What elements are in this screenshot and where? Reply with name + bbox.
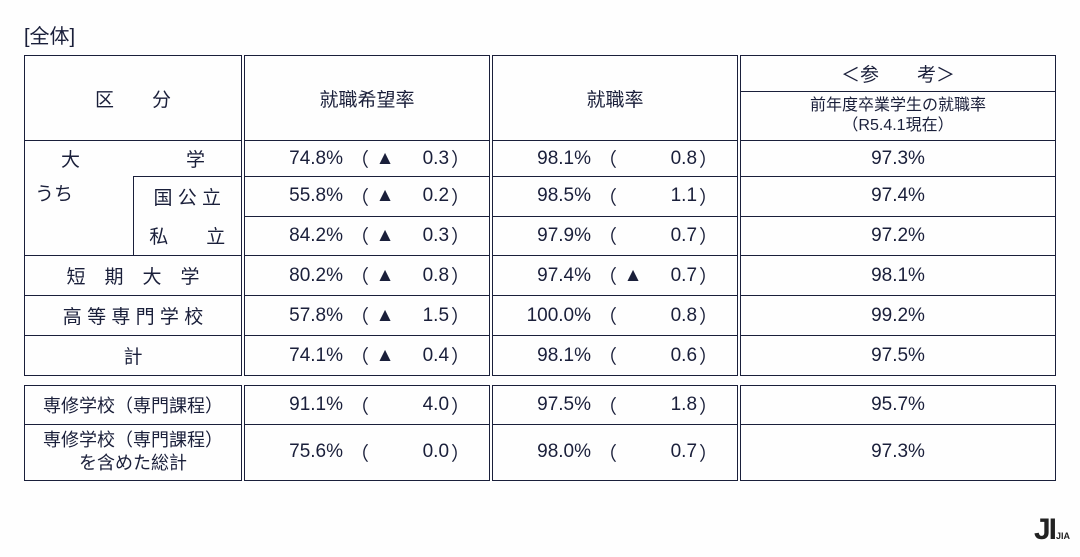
row-label-kousen: 高 等 専 門 学 校	[25, 296, 241, 335]
row-side-uchi: うち	[25, 177, 83, 212]
cell-r2-col2: 98.5%（1.1）	[493, 179, 737, 214]
row-label-kei: 計	[25, 336, 241, 375]
table-gap-row	[25, 376, 1056, 386]
cell-r1-col2: 98.1%（0.8）	[493, 141, 737, 176]
cell-r7-col1: 91.1%（4.0）	[245, 388, 489, 423]
row-label-soukei: 専修学校（専門課程）を含めた総計	[25, 425, 241, 480]
cell-r3-col2: 97.9%（0.7）	[493, 218, 737, 253]
cell-r4-col1: 80.2%（▲0.8）	[245, 258, 489, 293]
hdr-ref-sub: 前年度卒業学生の就職率 （R5.4.1現在）	[741, 92, 1055, 140]
watermark-logo: JIJIA	[1034, 513, 1070, 547]
cell-r7-ref: 95.7%	[741, 390, 1055, 420]
row-label-senshu: 専修学校（専門課程）	[25, 386, 241, 424]
cell-r5-col1: 57.8%（▲1.5）	[245, 298, 489, 333]
cell-r6-ref: 97.5%	[741, 341, 1055, 371]
hdr-col2: 就職率	[493, 79, 737, 118]
cell-r6-col1: 74.1%（▲0.4）	[245, 338, 489, 373]
cell-r5-col2: 100.0%（0.8）	[493, 298, 737, 333]
cell-r3-col1: 84.2%（▲0.3）	[245, 218, 489, 253]
cell-r8-col1: 75.6%（0.0）	[245, 435, 489, 470]
hdr-col1: 就職希望率	[245, 79, 489, 118]
employment-rate-table: 区 分 就職希望率 就職率 ＜参 考＞ 前年度卒業学生の就職率 （R5.4.1現…	[24, 55, 1056, 481]
cell-r8-ref: 97.3%	[741, 437, 1055, 467]
cell-r6-col2: 98.1%（0.6）	[493, 338, 737, 373]
hdr-category: 区 分	[25, 79, 241, 118]
cell-r2-ref: 97.4%	[741, 181, 1055, 211]
cell-r2-col1: 55.8%（▲0.2）	[245, 179, 489, 214]
cell-r4-ref: 98.1%	[741, 261, 1055, 291]
row-label-kokkouritsu: 国 公 立	[134, 177, 242, 216]
cell-r8-col2: 98.0%（0.7）	[493, 435, 737, 470]
row-label-daigaku: 大学	[25, 141, 241, 176]
row-label-tandai: 短 期 大 学	[25, 256, 241, 295]
cell-r7-col2: 97.5%（1.8）	[493, 388, 737, 423]
row-label-shiritsu: 私 立	[134, 216, 242, 255]
hdr-ref-top: ＜参 考＞	[741, 56, 1055, 91]
section-title: [全体]	[24, 20, 1056, 49]
cell-r5-ref: 99.2%	[741, 301, 1055, 331]
cell-r3-ref: 97.2%	[741, 221, 1055, 251]
cell-r1-ref: 97.3%	[741, 144, 1055, 174]
cell-r1-col1: 74.8%（▲0.3）	[245, 141, 489, 176]
cell-r4-col2: 97.4%（▲0.7）	[493, 258, 737, 293]
